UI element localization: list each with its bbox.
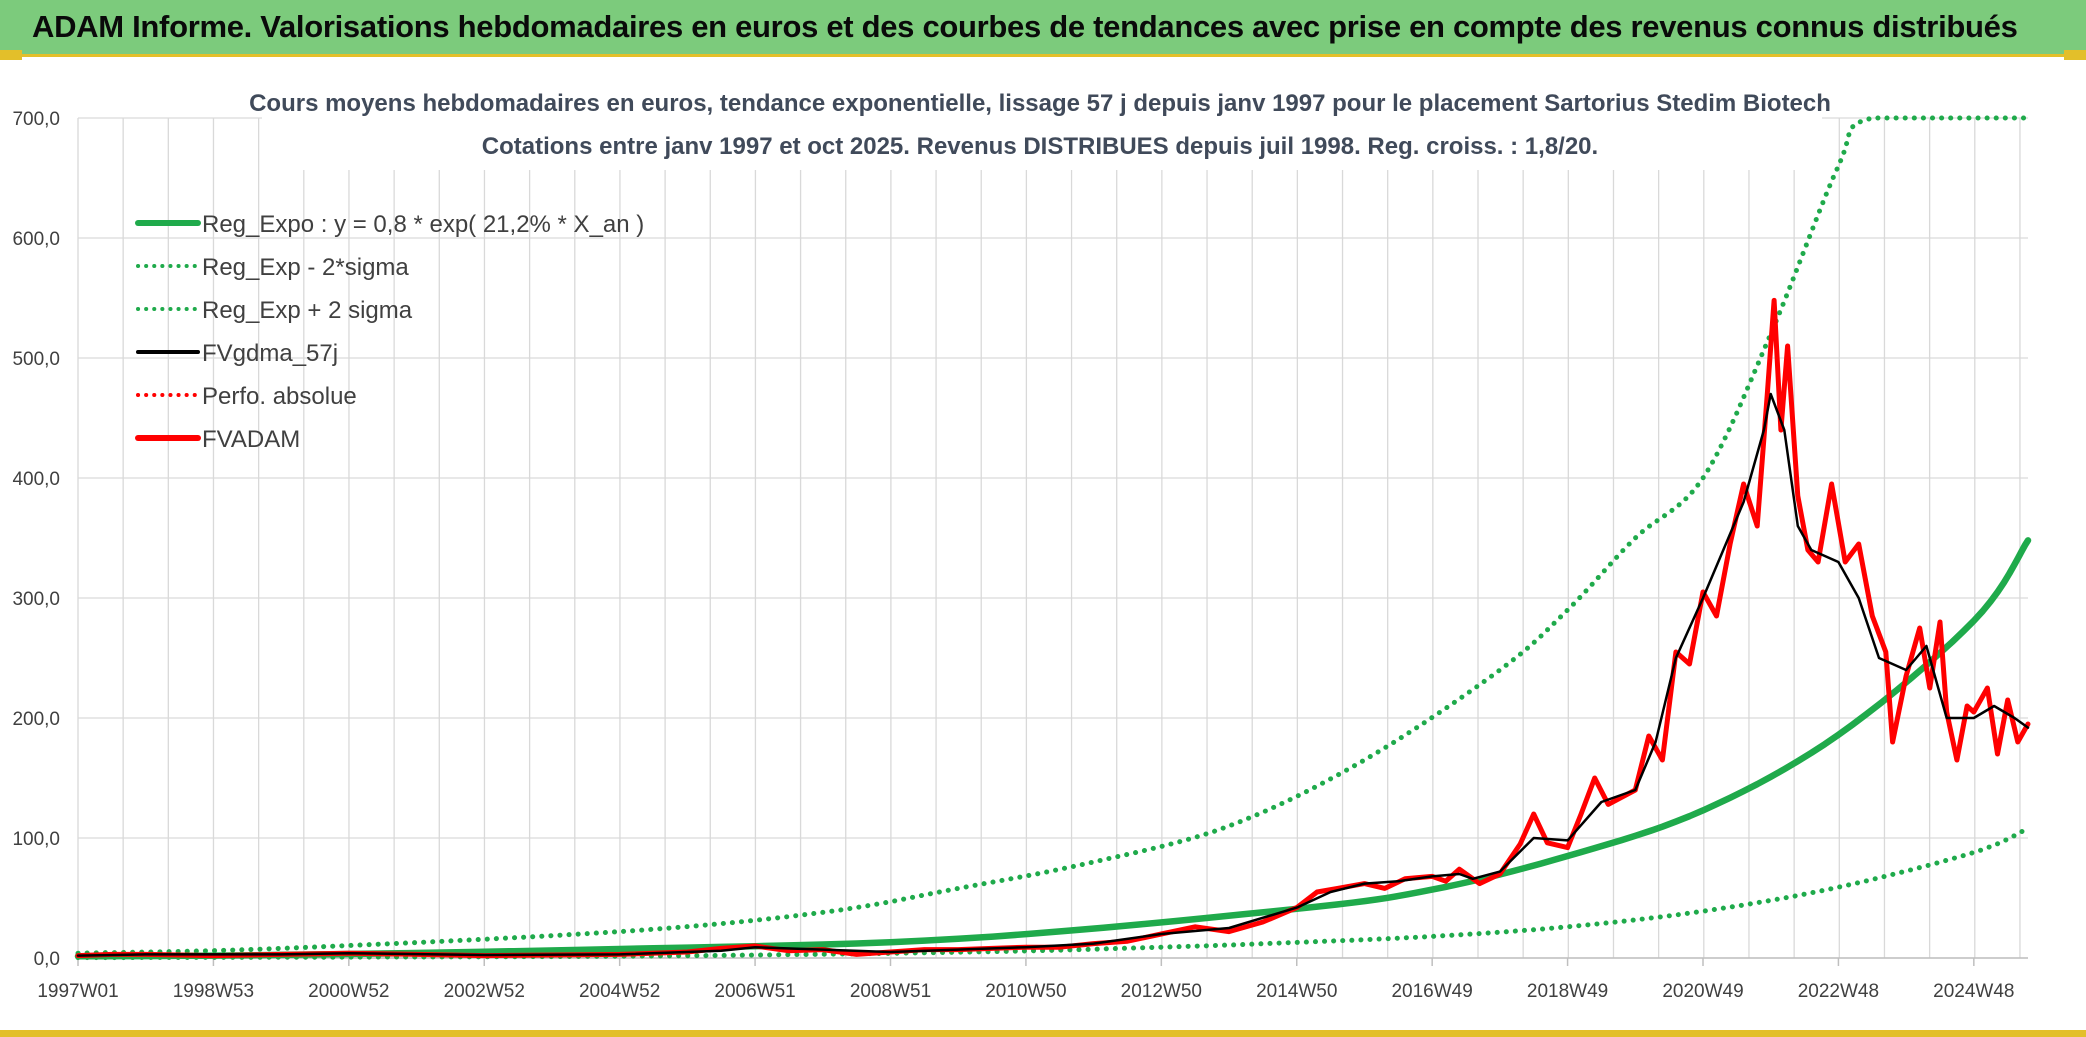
title-backdrop [262,82,1822,170]
chart-title-line2: Cotations entre janv 1997 et oct 2025. R… [482,133,1598,160]
y-gridlines [78,117,2028,959]
y-tick-label: 500,0 [12,349,60,370]
x-tick-label: 2006W51 [714,981,795,1002]
x-tick-label: 2012W50 [1121,981,1202,1002]
y-tick-label: 700,0 [12,109,60,130]
legend-label: Perfo. absolue [202,383,357,410]
x-tick-label: 2002W52 [444,981,525,1002]
y-tick-label: 300,0 [12,589,60,610]
x-tick-label: 2024W48 [1933,981,2014,1002]
x-tick-label: 2022W48 [1798,981,1879,1002]
header-bar: ADAM Informe. Valorisations hebdomadaire… [0,0,2086,57]
x-tick-label: 2014W50 [1256,981,1337,1002]
y-tick-label: 200,0 [12,709,60,730]
x-tick-label: 1997W01 [37,981,118,1002]
series-layer [74,115,2032,961]
series-line-fvadam [75,297,2031,959]
chart-title-line1: Cours moyens hebdomadaires en euros, ten… [249,90,1831,117]
x-axis: 1997W01 1998W53 2000W52 2002W52 2004W52 2006W… [37,957,2028,1002]
legend-label: Reg_Exp + 2 sigma [202,297,413,324]
legend-label: Reg_Exp - 2*sigma [202,254,409,281]
bottom-accent-bar [0,1030,2086,1037]
x-tick-label: 1998W53 [173,981,254,1002]
y-tick-label: 600,0 [12,229,60,250]
legend-label: FVADAM [202,426,300,453]
x-tick-label: 2004W52 [579,981,660,1002]
page-title: ADAM Informe. Valorisations hebdomadaire… [32,9,2018,44]
series-line-reg-exp-2-sigma [75,825,2031,961]
x-tick-label: 2020W49 [1662,981,1743,1002]
x-tick-label: 2008W51 [850,981,931,1002]
x-gridlines [77,118,2021,958]
y-axis: 0,0 100,0 200,0 300,0 400,0 500,0 600,0 700,0 [12,109,60,970]
corner-accent-right [2064,50,2086,60]
legend-label: FVgdma_57j [202,340,338,367]
x-tick-label: 2018W49 [1527,981,1608,1002]
x-tick-label: 2016W49 [1391,981,1472,1002]
corner-accent-left [0,50,22,60]
y-tick-label: 100,0 [12,829,60,850]
series-line-reg-exp-2-sigma [75,115,2031,956]
y-tick-label: 400,0 [12,469,60,490]
series-line-fvgdma-57j [76,392,2030,957]
legend-label: Reg_Expo : y = 0,8 * exp( 21,2% * X_an ) [202,211,644,238]
x-tick-label: 2010W50 [985,981,1066,1002]
x-tick-label: 2000W52 [308,981,389,1002]
series-line-reg-expo [74,537,2032,960]
legend: Reg_Expo : y = 0,8 * exp( 21,2% * X_an )… [135,211,644,453]
y-tick-label: 0,0 [34,949,60,970]
